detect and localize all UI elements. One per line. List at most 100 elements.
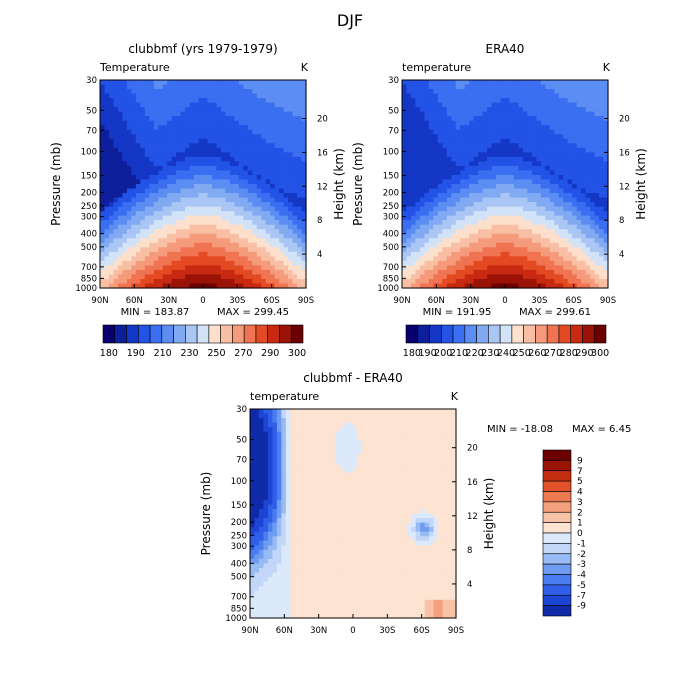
contour-cell	[229, 170, 235, 176]
contour-cell	[292, 134, 298, 140]
contour-cell	[176, 156, 182, 162]
contour-cell	[603, 247, 609, 253]
contour-cell	[283, 165, 289, 172]
contour-cell	[518, 211, 524, 217]
contour-cell	[113, 170, 119, 176]
contour-cell	[317, 445, 323, 451]
contour-cell	[292, 197, 298, 203]
contour-cell	[220, 98, 226, 104]
contour-cell	[536, 193, 542, 199]
contour-cell	[545, 161, 551, 167]
contour-cell	[424, 184, 430, 190]
contour-cell	[312, 427, 318, 433]
contour-cell	[549, 269, 555, 276]
contour-cell	[198, 193, 204, 199]
contour-cell	[505, 193, 511, 199]
contour-cell	[335, 422, 341, 428]
contour-cell	[117, 283, 123, 289]
contour-cell	[388, 445, 394, 451]
contour-cell	[153, 116, 159, 122]
contour-cell	[274, 116, 280, 122]
contour-cell	[433, 454, 439, 460]
contour-cell	[140, 202, 146, 208]
contour-cell	[469, 165, 475, 172]
contour-cell	[513, 111, 520, 117]
contour-cell	[545, 206, 551, 212]
contour-cell	[250, 463, 256, 469]
contour-cell	[500, 111, 506, 117]
contour-cell	[437, 179, 443, 185]
contour-cell	[594, 80, 600, 86]
contour-cell	[167, 202, 173, 208]
contour-cell	[424, 102, 430, 108]
contour-cell	[176, 283, 182, 289]
contour-cell	[424, 147, 430, 153]
contour-cell	[122, 102, 128, 108]
contour-cell	[576, 89, 582, 95]
contour-cell	[243, 193, 249, 199]
contour-cell	[442, 193, 448, 199]
contour-cell	[590, 242, 596, 248]
contour-cell	[419, 197, 425, 203]
contour-cell	[276, 449, 282, 456]
contour-cell	[594, 238, 600, 244]
contour-cell	[301, 238, 307, 244]
contour-cell	[540, 107, 546, 113]
contour-cell	[265, 170, 271, 176]
contour-cell	[500, 129, 506, 135]
contour-cell	[321, 458, 327, 465]
contour-cell	[220, 125, 226, 131]
contour-cell	[428, 193, 434, 199]
contour-cell	[415, 283, 421, 289]
contour-cell	[491, 233, 497, 239]
contour-cell	[158, 224, 164, 230]
contour-cell	[576, 256, 582, 262]
contour-cell	[220, 156, 226, 162]
contour-cell	[185, 143, 191, 149]
contour-cell	[238, 161, 244, 167]
colorbar-swatch	[220, 324, 233, 344]
contour-cell	[357, 454, 363, 460]
contour-cell	[585, 215, 591, 221]
contour-cell	[131, 274, 137, 280]
contour-cell	[135, 80, 141, 86]
contour-cell	[599, 238, 605, 244]
contour-cell	[513, 233, 520, 239]
contour-cell	[122, 265, 128, 271]
contour-cell	[576, 107, 582, 113]
contour-cell	[505, 120, 511, 126]
contour-cell	[590, 188, 596, 194]
contour-cell	[437, 278, 443, 285]
contour-cell	[288, 125, 294, 131]
contour-cell	[104, 233, 110, 239]
contour-cell	[297, 129, 303, 135]
contour-cell	[558, 134, 564, 140]
contour-cell	[406, 165, 412, 172]
contour-cell	[513, 174, 520, 181]
contour-cell	[581, 247, 587, 253]
contour-cell	[513, 215, 520, 221]
contour-cell	[126, 211, 132, 217]
contour-cell	[203, 120, 209, 126]
contour-cell	[406, 197, 412, 203]
contour-cell	[545, 283, 551, 289]
contour-cell	[252, 170, 258, 176]
contour-cell	[590, 274, 596, 280]
colorbar-label: 240	[497, 348, 515, 359]
contour-cell	[247, 98, 253, 104]
contour-cell	[288, 93, 294, 99]
contour-cell	[254, 427, 260, 433]
contour-cell	[185, 242, 191, 248]
contour-cell	[283, 120, 289, 126]
contour-cell	[411, 449, 417, 456]
contour-cell	[330, 445, 336, 451]
min-label: MIN = 183.87	[121, 307, 190, 318]
contour-cell	[117, 174, 123, 181]
contour-cell	[406, 161, 412, 167]
contour-cell	[424, 260, 430, 266]
contour-cell	[113, 161, 119, 167]
contour-cell	[252, 274, 258, 280]
contour-cell	[234, 161, 240, 167]
contour-cell	[558, 197, 564, 203]
contour-cell	[247, 165, 253, 172]
